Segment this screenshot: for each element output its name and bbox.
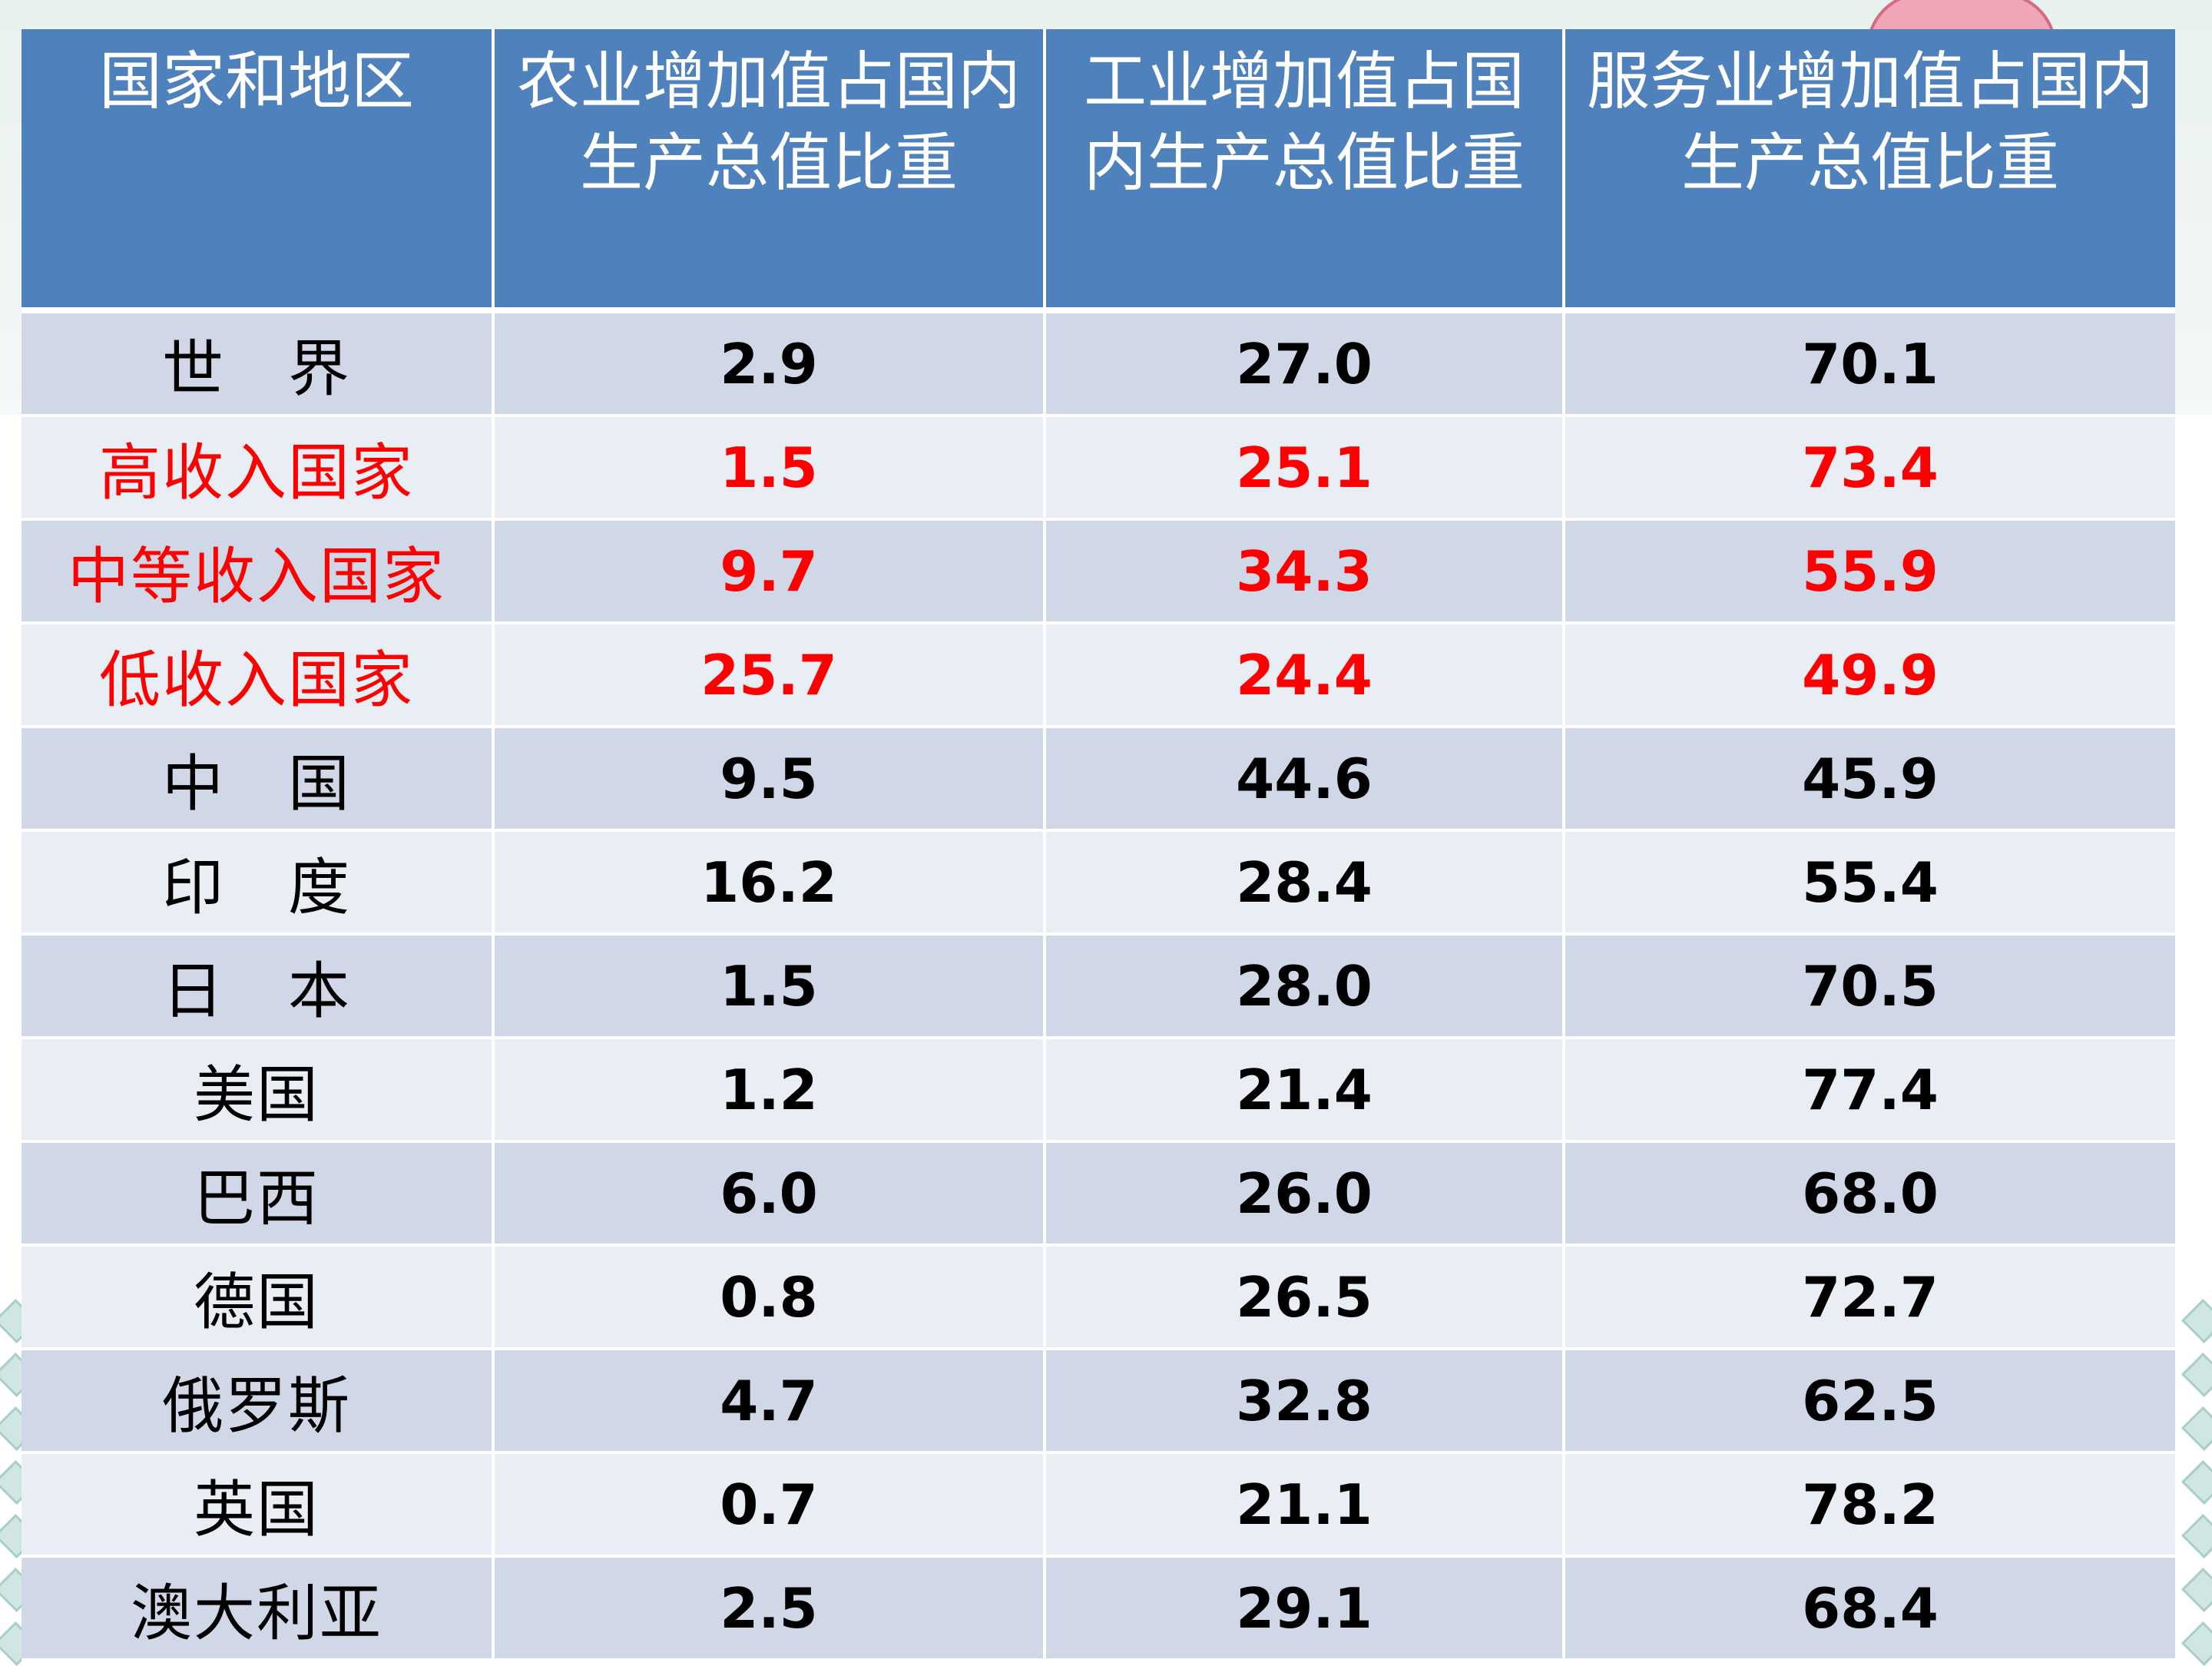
industry-value: 28.0 — [1045, 934, 1565, 1039]
region-name: 日 本 — [22, 934, 495, 1039]
services-value: 70.1 — [1564, 310, 2175, 417]
industry-value: 26.5 — [1045, 1245, 1565, 1350]
industry-value: 28.4 — [1045, 830, 1565, 936]
services-value: 78.2 — [1564, 1452, 2175, 1558]
table-row: 英国 0.7 21.1 78.2 — [22, 1452, 2175, 1558]
agriculture-value: 6.0 — [493, 1141, 1046, 1247]
services-value: 49.9 — [1564, 623, 2175, 728]
table-row: 日 本 1.5 28.0 70.5 — [22, 934, 2175, 1039]
region-name: 低收入国家 — [22, 623, 495, 728]
services-value: 73.4 — [1564, 416, 2175, 521]
services-value: 62.5 — [1564, 1349, 2175, 1454]
agriculture-value: 9.5 — [493, 727, 1046, 832]
services-value: 45.9 — [1564, 727, 2175, 832]
region-name: 俄罗斯 — [22, 1349, 495, 1454]
table-body: 世 界 2.9 27.0 70.1 高收入国家 1.5 25.1 73.4 中等… — [22, 310, 2175, 1661]
industry-value: 27.0 — [1045, 310, 1565, 417]
industry-value: 34.3 — [1045, 519, 1565, 624]
header-agriculture-share: 农业增加值占国内生产总值比重 — [493, 29, 1046, 313]
services-value: 68.4 — [1564, 1556, 2175, 1661]
table-row: 巴西 6.0 26.0 68.0 — [22, 1141, 2175, 1247]
table-row: 印 度 16.2 28.4 55.4 — [22, 830, 2175, 936]
header-services-share: 服务业增加值占国内生产总值比重 — [1564, 29, 2175, 313]
table-row: 世 界 2.9 27.0 70.1 — [22, 310, 2175, 417]
table-row: 中等收入国家 9.7 34.3 55.9 — [22, 519, 2175, 624]
region-name: 中等收入国家 — [22, 519, 495, 624]
agriculture-value: 1.5 — [493, 934, 1046, 1039]
industry-value: 21.1 — [1045, 1452, 1565, 1558]
region-name: 印 度 — [22, 830, 495, 936]
industry-value: 24.4 — [1045, 623, 1565, 728]
agriculture-value: 9.7 — [493, 519, 1046, 624]
services-value: 68.0 — [1564, 1141, 2175, 1247]
industry-value: 44.6 — [1045, 727, 1565, 832]
table-row: 中 国 9.5 44.6 45.9 — [22, 727, 2175, 832]
header-row: 国家和地区 农业增加值占国内生产总值比重 工业增加值占国内生产总值比重 服务业增… — [22, 29, 2175, 313]
data-table: 国家和地区 农业增加值占国内生产总值比重 工业增加值占国内生产总值比重 服务业增… — [22, 29, 2175, 1661]
table-row: 德国 0.8 26.5 72.7 — [22, 1245, 2175, 1350]
agriculture-value: 2.9 — [493, 310, 1046, 417]
industry-value: 25.1 — [1045, 416, 1565, 521]
agriculture-value: 1.2 — [493, 1038, 1046, 1143]
region-name: 中 国 — [22, 727, 495, 832]
services-value: 70.5 — [1564, 934, 2175, 1039]
industry-value: 29.1 — [1045, 1556, 1565, 1661]
region-name: 巴西 — [22, 1141, 495, 1247]
header-region: 国家和地区 — [22, 29, 495, 313]
header-industry-share: 工业增加值占国内生产总值比重 — [1045, 29, 1565, 313]
industry-value: 32.8 — [1045, 1349, 1565, 1454]
services-value: 72.7 — [1564, 1245, 2175, 1350]
industry-value: 26.0 — [1045, 1141, 1565, 1247]
agriculture-value: 0.8 — [493, 1245, 1046, 1350]
services-value: 55.9 — [1564, 519, 2175, 624]
table-row: 美国 1.2 21.4 77.4 — [22, 1038, 2175, 1143]
services-value: 77.4 — [1564, 1038, 2175, 1143]
services-value: 55.4 — [1564, 830, 2175, 936]
agriculture-value: 0.7 — [493, 1452, 1046, 1558]
agriculture-value: 2.5 — [493, 1556, 1046, 1661]
industry-value: 21.4 — [1045, 1038, 1565, 1143]
region-name: 德国 — [22, 1245, 495, 1350]
table-row: 澳大利亚 2.5 29.1 68.4 — [22, 1556, 2175, 1661]
region-name: 美国 — [22, 1038, 495, 1143]
region-name: 世 界 — [22, 310, 495, 417]
agriculture-value: 16.2 — [493, 830, 1046, 936]
agriculture-value: 4.7 — [493, 1349, 1046, 1454]
region-name: 英国 — [22, 1452, 495, 1558]
region-name: 澳大利亚 — [22, 1556, 495, 1661]
decorative-diamonds-right — [2181, 1299, 2212, 1666]
table-row: 低收入国家 25.7 24.4 49.9 — [22, 623, 2175, 728]
agriculture-value: 1.5 — [493, 416, 1046, 521]
table-header: 国家和地区 农业增加值占国内生产总值比重 工业增加值占国内生产总值比重 服务业增… — [22, 29, 2175, 313]
agriculture-value: 25.7 — [493, 623, 1046, 728]
table-row: 高收入国家 1.5 25.1 73.4 — [22, 416, 2175, 521]
region-name: 高收入国家 — [22, 416, 495, 521]
table-row: 俄罗斯 4.7 32.8 62.5 — [22, 1349, 2175, 1454]
